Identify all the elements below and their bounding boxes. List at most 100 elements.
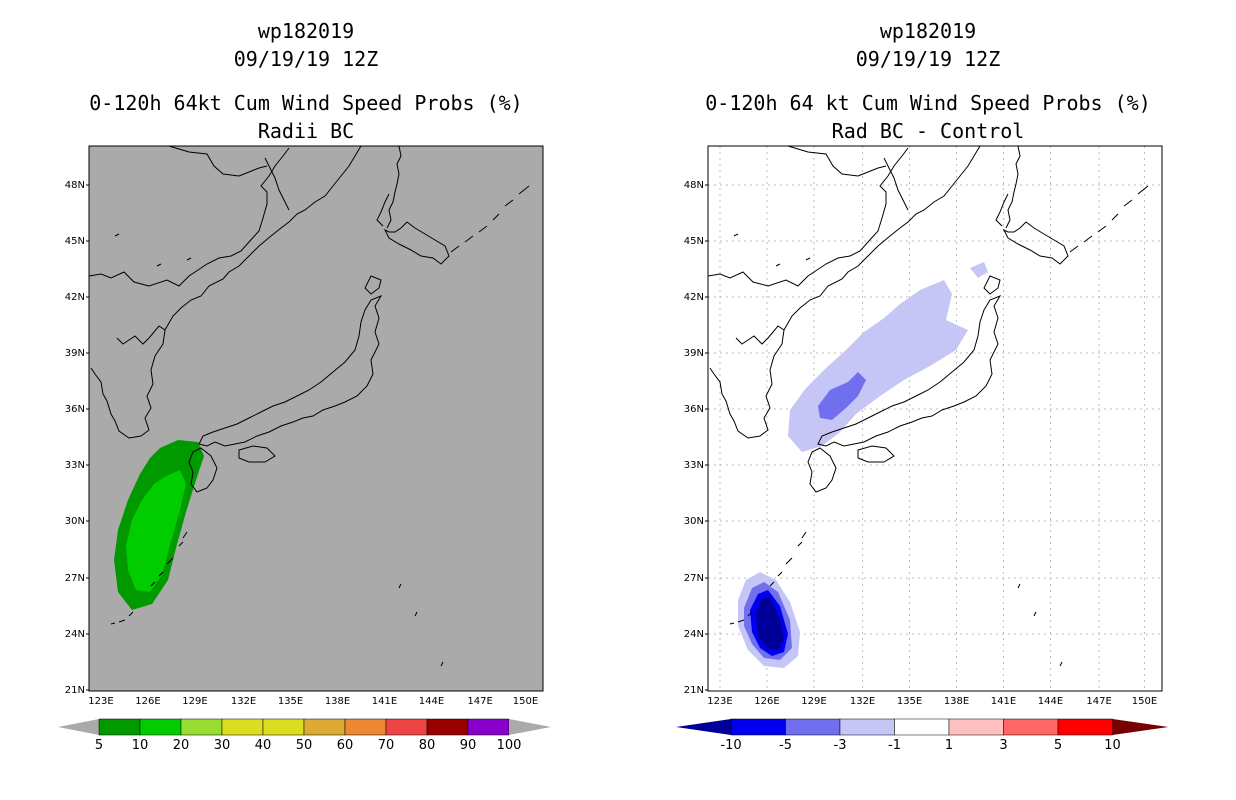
left-lon-label: 141E <box>372 696 397 707</box>
colorbar-swatch <box>139 718 182 736</box>
right-lon-label: 144E <box>1038 696 1063 707</box>
left-lat-label: 21N <box>65 685 85 696</box>
left-map-border <box>88 145 544 692</box>
right-lon-label: 150E <box>1132 696 1157 707</box>
left-lon-label: 129E <box>182 696 207 707</box>
colorbar-right-arrow <box>509 719 551 735</box>
right-difference-contours <box>738 262 988 668</box>
right-lat-label: 39N <box>684 348 704 359</box>
colorbar-swatch <box>262 718 305 736</box>
left-lat-label: 24N <box>65 629 85 640</box>
left-lon-label: 147E <box>467 696 492 707</box>
contour-below-minus10 <box>756 598 784 650</box>
right-colorbar: -10 -5 -3 -1 1 3 5 10 <box>676 718 1169 753</box>
right-lon-labels: 123E 126E 129E 132E 135E 138E 141E 144E 147E 150E <box>707 696 1157 707</box>
left-lon-label: 150E <box>513 696 538 707</box>
left-lat-labels: 48N 45N 42N 39N 36N 33N 30N 27N 24N 21N <box>65 180 89 696</box>
left-lat-label: 27N <box>65 573 85 584</box>
colorbar-swatch <box>180 718 223 736</box>
colorbar-swatch <box>730 718 786 736</box>
colorbar-swatch <box>303 718 346 736</box>
colorbar-label: 10 <box>1104 738 1121 753</box>
colorbar-swatch <box>344 718 387 736</box>
right-gridlines <box>708 146 1162 691</box>
left-lon-label: 126E <box>135 696 160 707</box>
left-lon-label: 132E <box>231 696 256 707</box>
colorbar-label: 50 <box>296 738 313 753</box>
colorbar-swatch <box>1057 718 1113 736</box>
right-lat-label: 30N <box>684 516 704 527</box>
left-colorbar: 5 10 20 30 40 50 60 70 80 90 100 <box>58 718 551 753</box>
left-lat-label: 48N <box>65 180 85 191</box>
left-title-subtitle: Radii BC <box>257 119 355 143</box>
colorbar-label: 90 <box>460 738 477 753</box>
colorbar-left-arrow <box>58 719 99 735</box>
colorbar-swatch <box>948 718 1004 736</box>
colorbar-swatch <box>894 718 950 736</box>
left-lon-label: 123E <box>88 696 113 707</box>
colorbar-right-arrow <box>1112 719 1169 735</box>
colorbar-label: -10 <box>720 738 741 753</box>
colorbar-swatch <box>426 718 469 736</box>
colorbar-label: 1 <box>945 738 953 753</box>
right-lat-label: 42N <box>684 292 704 303</box>
left-lon-labels: 123E 126E 129E 132E 135E 138E 141E 144E 147E 150E <box>88 696 538 707</box>
left-probability-contours <box>114 440 204 610</box>
right-lon-label: 138E <box>944 696 969 707</box>
right-lon-label: 147E <box>1086 696 1111 707</box>
right-lon-label: 141E <box>991 696 1016 707</box>
colorbar-swatch <box>785 718 841 736</box>
colorbar-label: 5 <box>95 738 103 753</box>
contour-10-20 <box>126 470 186 592</box>
right-title-product: 0-120h 64 kt Cum Wind Speed Probs (%) <box>705 91 1151 115</box>
colorbar-label: 100 <box>497 738 522 753</box>
left-title-date: 09/19/19 12Z <box>233 47 379 71</box>
right-lon-label: 126E <box>754 696 779 707</box>
right-title-storm: wp182019 <box>879 19 977 43</box>
colorbar-label: 20 <box>173 738 190 753</box>
right-lat-label: 21N <box>684 685 704 696</box>
right-lat-label: 48N <box>684 180 704 191</box>
left-lat-label: 30N <box>65 516 85 527</box>
right-title-date: 09/19/19 12Z <box>855 47 1001 71</box>
left-lon-label: 135E <box>278 696 303 707</box>
colorbar-label: 60 <box>337 738 354 753</box>
right-title-subtitle: Rad BC - Control <box>831 119 1025 143</box>
colorbar-swatch <box>385 718 428 736</box>
left-title-storm: wp182019 <box>257 19 355 43</box>
colorbar-label: 30 <box>214 738 231 753</box>
contour-minus5-minus3 <box>818 372 866 420</box>
right-lon-label: 135E <box>897 696 922 707</box>
right-lat-label: 24N <box>684 629 704 640</box>
colorbar-label: -1 <box>888 738 901 753</box>
colorbar-label: 70 <box>378 738 395 753</box>
colorbar-label: 3 <box>999 738 1007 753</box>
colorbar-label: 80 <box>419 738 436 753</box>
left-lat-label: 39N <box>65 348 85 359</box>
colorbar-label: -5 <box>779 738 792 753</box>
left-title-product: 0-120h 64kt Cum Wind Speed Probs (%) <box>89 91 523 115</box>
colorbar-label: 40 <box>255 738 272 753</box>
right-lat-label: 27N <box>684 573 704 584</box>
colorbar-swatch <box>98 718 141 736</box>
right-lat-labels: 48N 45N 42N 39N 36N 33N 30N 27N 24N 21N <box>684 180 708 696</box>
colorbar-swatch <box>221 718 264 736</box>
left-lat-label: 33N <box>65 460 85 471</box>
left-lat-label: 36N <box>65 404 85 415</box>
left-lon-label: 138E <box>325 696 350 707</box>
left-lon-label: 144E <box>419 696 444 707</box>
colorbar-label: 10 <box>132 738 149 753</box>
right-lon-label: 123E <box>707 696 732 707</box>
colorbar-swatch <box>1003 718 1059 736</box>
right-lon-label: 129E <box>801 696 826 707</box>
left-lat-label: 42N <box>65 292 85 303</box>
right-lat-label: 45N <box>684 236 704 247</box>
colorbar-left-arrow <box>676 719 731 735</box>
right-lat-label: 33N <box>684 460 704 471</box>
right-map-border <box>707 145 1163 692</box>
contour-minus3-minus1-small <box>970 262 988 278</box>
right-map: 48N 45N 42N 39N 36N 33N 30N 27N 24N 21N 123E 126E 1… <box>676 145 1169 753</box>
right-lat-label: 36N <box>684 404 704 415</box>
